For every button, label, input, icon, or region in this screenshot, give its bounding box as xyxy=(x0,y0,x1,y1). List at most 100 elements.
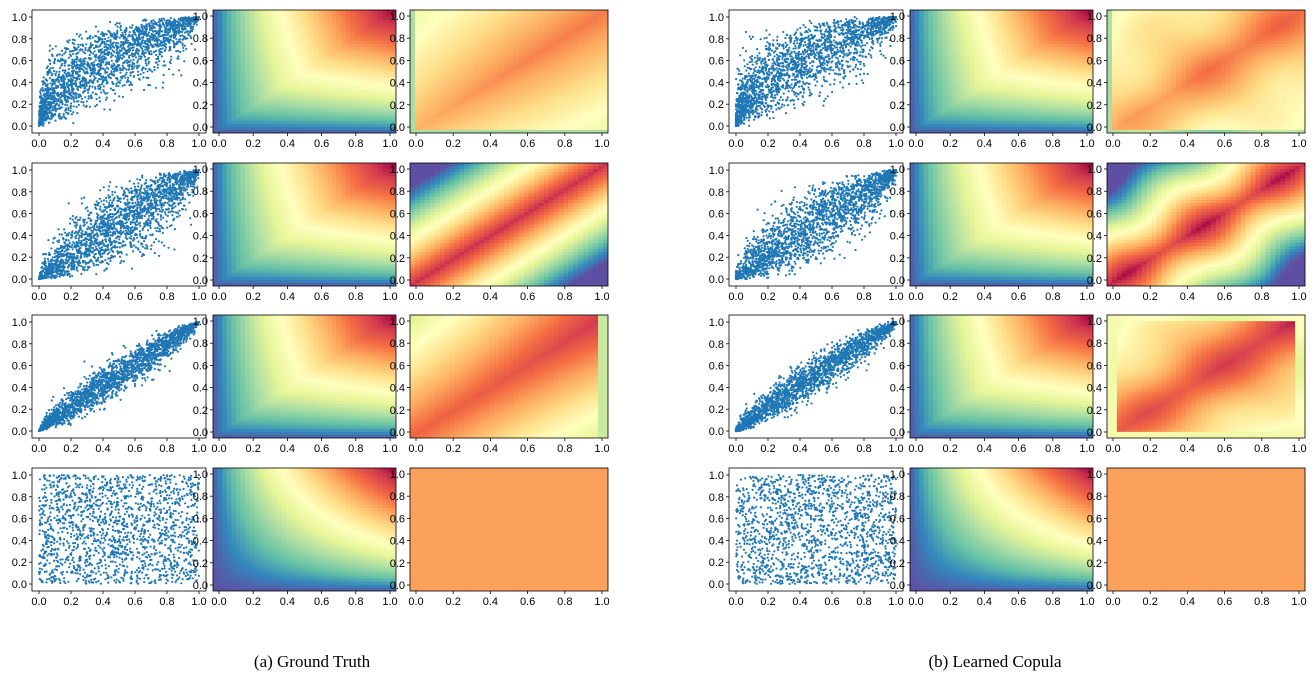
heatmap-cell xyxy=(217,71,223,76)
heatmap-cell xyxy=(313,83,319,88)
heatmap-cell xyxy=(528,68,535,73)
heatmap-cell xyxy=(444,93,451,97)
heatmap-cell xyxy=(459,62,466,66)
heatmap-cell xyxy=(336,34,342,39)
heatmap-cell xyxy=(231,126,237,131)
heatmap-cell xyxy=(377,83,383,88)
heatmap-cell xyxy=(222,126,228,131)
heatmap-cell xyxy=(386,34,393,39)
heatmap-cell xyxy=(538,49,545,54)
heatmap-cell xyxy=(350,56,356,60)
heatmap-cell xyxy=(391,22,396,26)
heatmap-cell xyxy=(454,86,461,91)
heatmap-cell xyxy=(359,62,365,66)
scatter-point xyxy=(39,96,43,99)
heatmap-cell xyxy=(217,13,223,17)
scatter-point xyxy=(116,50,119,54)
scatter-point xyxy=(55,84,58,87)
heatmap-cell xyxy=(391,37,396,42)
heatmap-cell xyxy=(299,37,306,42)
heatmap-cell xyxy=(386,10,393,14)
scatter-point xyxy=(80,97,84,100)
heatmap-cell xyxy=(528,74,535,79)
heatmap-cell xyxy=(449,19,456,23)
scatter-point xyxy=(79,43,82,47)
heatmap-cell xyxy=(474,80,480,85)
heatmap-cell xyxy=(373,126,379,131)
heatmap-cell xyxy=(373,74,379,79)
x-tick-label: 0.2 xyxy=(63,138,78,150)
heatmap-cell xyxy=(336,117,342,122)
heatmap-cell xyxy=(484,19,490,23)
scatter-point xyxy=(140,55,143,58)
heatmap-cell xyxy=(263,93,269,97)
heatmap-cell xyxy=(272,93,278,97)
heatmap-cell xyxy=(327,102,333,106)
heatmap-cell xyxy=(373,43,379,48)
heatmap-cell xyxy=(513,120,520,125)
heatmap-cell xyxy=(350,114,356,119)
heatmap-cell xyxy=(479,99,485,103)
heatmap-cell xyxy=(439,111,446,116)
subplot-a-row1-cdf: 0.00.00.20.20.40.40.60.60.80.81.01.0 xyxy=(193,9,398,150)
heatmap-cell xyxy=(484,89,490,94)
scatter-point xyxy=(86,72,89,75)
scatter-point xyxy=(43,114,46,117)
heatmap-cell xyxy=(336,114,342,119)
heatmap-cell xyxy=(499,22,505,26)
heatmap-cell xyxy=(327,83,333,88)
heatmap-cell xyxy=(327,108,333,113)
scatter-point xyxy=(92,75,96,78)
heatmap-cell xyxy=(322,129,328,133)
heatmap-cell xyxy=(377,93,383,97)
scatter-point xyxy=(81,85,84,88)
heatmap-cell xyxy=(254,49,260,54)
heatmap-cell xyxy=(429,19,436,23)
heatmap-cell xyxy=(499,16,505,20)
scatter-point xyxy=(125,71,128,74)
scatter-point xyxy=(83,57,86,60)
scatter-point xyxy=(75,55,78,58)
heatmap-cell xyxy=(258,105,264,110)
heatmap-cell xyxy=(504,49,510,54)
heatmap-cell xyxy=(286,37,292,42)
scatter-point xyxy=(43,81,46,85)
heatmap-cell xyxy=(459,93,466,97)
scatter-point xyxy=(168,19,171,22)
heatmap-cell xyxy=(258,102,264,106)
heatmap-cell xyxy=(439,13,446,17)
heatmap-cell xyxy=(327,13,333,17)
heatmap-cell xyxy=(213,89,219,94)
heatmap-cell xyxy=(359,13,365,17)
scatter-point xyxy=(79,33,82,36)
scatter-point xyxy=(70,64,73,67)
heatmap-cell xyxy=(318,46,324,51)
heatmap-cell xyxy=(386,25,393,30)
heatmap-cell xyxy=(410,83,416,88)
heatmap-cell xyxy=(424,93,431,97)
heatmap-cell xyxy=(290,37,296,42)
heatmap-cell xyxy=(327,123,333,128)
heatmap-cell xyxy=(350,34,356,39)
heatmap-cell xyxy=(354,31,360,36)
heatmap-cell xyxy=(304,43,310,48)
heatmap-cell xyxy=(469,46,475,51)
heatmap-cell xyxy=(518,102,525,106)
scatter-point xyxy=(195,23,198,26)
heatmap-cell xyxy=(419,99,426,103)
heatmap-cell xyxy=(424,102,431,106)
heatmap-cell xyxy=(449,46,456,51)
heatmap-cell xyxy=(263,19,269,23)
scatter-point xyxy=(119,28,122,32)
heatmap-cell xyxy=(304,65,310,70)
heatmap-cell xyxy=(245,108,251,113)
heatmap-cell xyxy=(434,126,441,131)
scatter-point xyxy=(144,62,147,65)
heatmap-cell xyxy=(272,28,278,33)
heatmap-cell xyxy=(272,31,278,36)
heatmap-cell xyxy=(331,117,338,122)
heatmap-cell xyxy=(254,77,260,82)
heatmap-cell xyxy=(459,65,466,70)
heatmap-cell xyxy=(235,102,242,106)
heatmap-cell xyxy=(391,89,396,94)
